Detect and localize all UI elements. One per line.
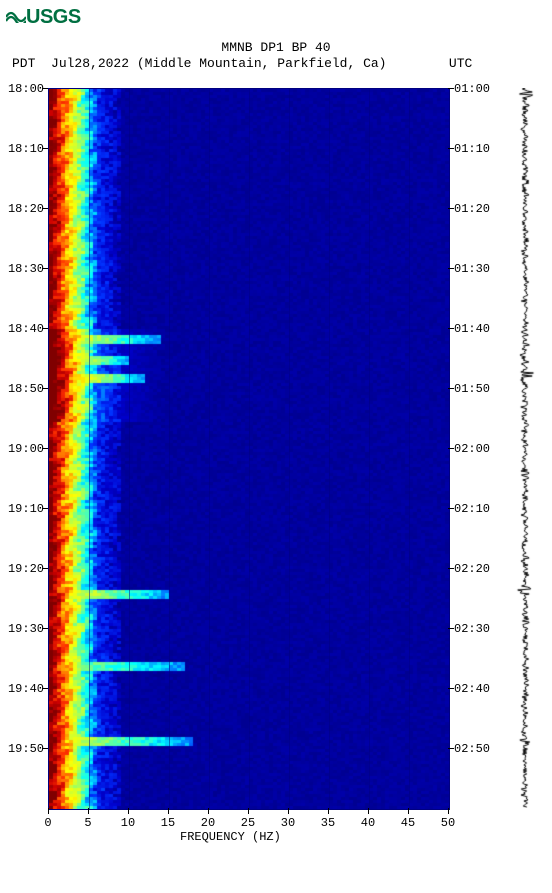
y-left-tick-label: 19:20 [0,562,44,576]
y-left-tick-label: 18:50 [0,382,44,396]
y-left-tick-label: 19:10 [0,502,44,516]
y-left-tick-label: 19:40 [0,682,44,696]
x-tick-label: 15 [161,816,175,830]
y-right-tick-label: 01:50 [454,382,490,396]
chart-subtitle: PDT Jul28,2022 (Middle Mountain, Parkfie… [12,56,542,71]
y-right-tick-label: 02:20 [454,562,490,576]
x-axis-title: FREQUENCY (HZ) [180,830,281,844]
x-tick-label: 35 [321,816,335,830]
y-right-tick-label: 02:30 [454,622,490,636]
x-tick-label: 30 [281,816,295,830]
y-right-tick-label: 01:10 [454,142,490,156]
tz-right: UTC [449,56,472,71]
tz-left: PDT [12,56,35,71]
chart-title: MMNB DP1 BP 40 [0,40,552,55]
x-tick-label: 45 [401,816,415,830]
y-left-tick-label: 18:20 [0,202,44,216]
x-tick-label: 40 [361,816,375,830]
y-right-tick-label: 01:30 [454,262,490,276]
y-left-tick-label: 19:00 [0,442,44,456]
y-left-tick-label: 18:10 [0,142,44,156]
y-left-tick-label: 19:30 [0,622,44,636]
y-right-tick-label: 02:10 [454,502,490,516]
x-tick-label: 0 [44,816,51,830]
y-right-tick-label: 01:00 [454,82,490,96]
y-right-tick-label: 02:00 [454,442,490,456]
usgs-logo: USGS [6,6,81,29]
location: (Middle Mountain, Parkfield, Ca) [137,56,387,71]
spectrogram-plot [48,88,450,810]
y-right-tick-label: 02:40 [454,682,490,696]
waveform-trace [510,88,540,808]
y-right-tick-label: 01:40 [454,322,490,336]
x-tick-label: 25 [241,816,255,830]
x-tick-label: 50 [441,816,455,830]
y-left-tick-label: 18:40 [0,322,44,336]
y-right-tick-label: 02:50 [454,742,490,756]
y-left-tick-label: 18:00 [0,82,44,96]
x-tick-label: 5 [84,816,91,830]
usgs-wave-icon [6,7,26,23]
y-left-tick-label: 18:30 [0,262,44,276]
y-left-tick-label: 19:50 [0,742,44,756]
x-tick-label: 10 [121,816,135,830]
x-tick-label: 20 [201,816,215,830]
y-right-tick-label: 01:20 [454,202,490,216]
date: Jul28,2022 [51,56,129,71]
usgs-logo-text: USGS [26,6,81,28]
